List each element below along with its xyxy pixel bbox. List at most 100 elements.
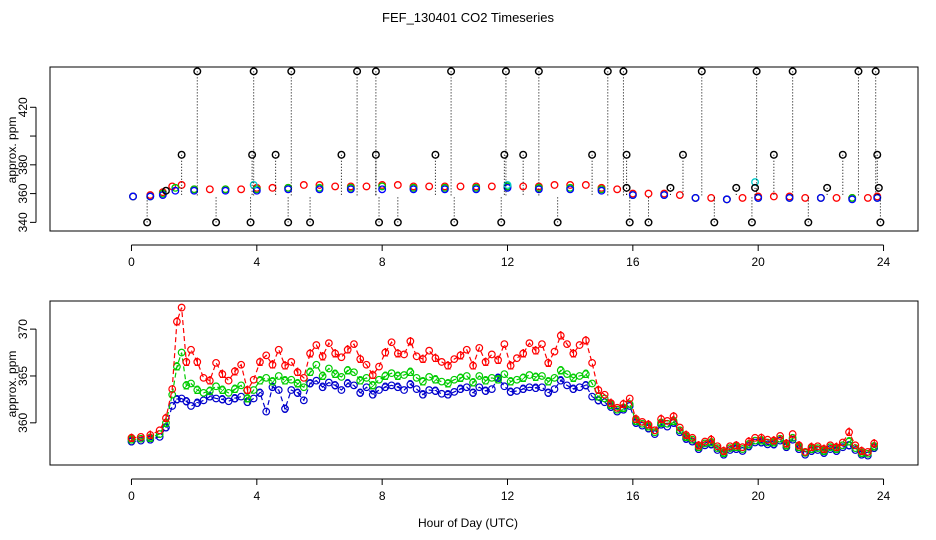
series-label-2: 2 bbox=[163, 416, 170, 430]
series-label-1: 1 bbox=[758, 431, 765, 445]
series-point-2 bbox=[588, 379, 597, 388]
series-point-1 bbox=[769, 192, 778, 201]
series-point-3 bbox=[566, 185, 575, 194]
outlier-point bbox=[804, 218, 813, 227]
series-point-1 bbox=[249, 375, 258, 384]
series-point-2 bbox=[378, 182, 387, 191]
series-point-3 bbox=[462, 383, 471, 392]
series-point-1 bbox=[268, 183, 277, 192]
top-y-axis-label: approx. ppm bbox=[5, 117, 19, 184]
outlier-point bbox=[732, 183, 741, 192]
outlier-point bbox=[284, 218, 293, 227]
series-point-2 bbox=[462, 372, 471, 380]
series-point-1 bbox=[230, 367, 239, 376]
series-point-2 bbox=[412, 373, 421, 382]
series-label-1: 1 bbox=[445, 359, 452, 373]
series-point-1 bbox=[381, 348, 390, 357]
series-point-2 bbox=[556, 366, 565, 375]
series-point-3 bbox=[556, 376, 565, 385]
series-point-2 bbox=[481, 376, 490, 385]
series-point-3 bbox=[563, 381, 571, 390]
outlier-point bbox=[622, 150, 631, 159]
series-point-1 bbox=[613, 185, 622, 194]
series-point-1 bbox=[513, 354, 521, 363]
series-point-3 bbox=[450, 388, 459, 396]
outlier-point bbox=[353, 67, 362, 76]
series-point-2 bbox=[274, 372, 283, 380]
series-point-4 bbox=[249, 181, 258, 189]
series-label-1: 1 bbox=[507, 359, 514, 373]
series-label-2: 2 bbox=[683, 430, 690, 444]
top-x-tick-label: 4 bbox=[253, 255, 260, 269]
series-label-1: 1 bbox=[796, 438, 803, 452]
series-label-3: 3 bbox=[294, 386, 301, 400]
series-point-3 bbox=[293, 388, 302, 397]
series-point-1 bbox=[293, 368, 302, 377]
series-point-1 bbox=[506, 361, 515, 370]
series-label-2: 2 bbox=[232, 382, 239, 396]
series-point-2 bbox=[418, 377, 427, 386]
series-point-3 bbox=[406, 380, 415, 389]
series-label-1: 1 bbox=[382, 346, 389, 360]
series-point-2 bbox=[268, 377, 277, 386]
outlier-point bbox=[622, 183, 631, 192]
series-point-2 bbox=[425, 373, 434, 381]
outlier-point bbox=[873, 150, 882, 159]
series-label-1: 1 bbox=[407, 334, 414, 348]
outlier-point bbox=[823, 183, 832, 192]
outlier-point bbox=[193, 67, 202, 76]
series-label-3: 3 bbox=[658, 418, 665, 432]
series-label-1: 1 bbox=[545, 356, 552, 370]
outlier-point bbox=[747, 218, 756, 227]
series-point-1 bbox=[788, 430, 797, 438]
outlier-point bbox=[619, 67, 628, 76]
outlier-point bbox=[161, 186, 170, 195]
series-label-1: 1 bbox=[645, 418, 652, 432]
series-point-2 bbox=[870, 442, 879, 451]
series-point-1 bbox=[863, 193, 872, 202]
bottom-x-tick-label: 8 bbox=[379, 489, 386, 503]
series-label-1: 1 bbox=[708, 433, 715, 447]
series-label-2: 2 bbox=[382, 369, 389, 383]
outlier-point bbox=[678, 150, 687, 159]
series-point-3 bbox=[256, 388, 264, 397]
series-point-3 bbox=[274, 386, 283, 394]
series-point-3 bbox=[168, 402, 177, 410]
series-point-3 bbox=[597, 186, 606, 195]
series-point-1 bbox=[237, 185, 246, 194]
series-point-2 bbox=[155, 430, 164, 438]
series-label-2: 2 bbox=[257, 374, 264, 388]
series-point-1 bbox=[243, 386, 252, 394]
bottom-x-tick-label: 24 bbox=[877, 489, 891, 503]
series-point-3 bbox=[393, 383, 402, 392]
series-point-3 bbox=[400, 386, 408, 394]
series-label-1: 1 bbox=[846, 425, 853, 439]
series-label-2: 2 bbox=[771, 436, 778, 450]
series-label-1: 1 bbox=[871, 436, 878, 450]
series-point-3 bbox=[691, 193, 700, 202]
series-label-2: 2 bbox=[507, 375, 514, 389]
outlier-point bbox=[500, 150, 509, 159]
series-point-3 bbox=[500, 382, 509, 391]
series-label-1: 1 bbox=[557, 329, 564, 343]
series-point-1 bbox=[519, 182, 528, 191]
series-point-1 bbox=[613, 403, 622, 412]
series-label-1: 1 bbox=[219, 367, 226, 381]
series-label-3: 3 bbox=[382, 380, 389, 394]
series-point-2 bbox=[444, 379, 452, 388]
series-label-3: 3 bbox=[470, 386, 477, 400]
series-label-1: 1 bbox=[357, 352, 364, 366]
series-label-3: 3 bbox=[871, 441, 878, 455]
series-point-2 bbox=[212, 382, 220, 391]
series-label-1: 1 bbox=[733, 438, 740, 452]
outlier-point bbox=[246, 218, 255, 227]
top-plot-frame bbox=[49, 66, 919, 232]
series-point-3 bbox=[816, 193, 825, 202]
series-point-1 bbox=[375, 362, 383, 371]
series-label-3: 3 bbox=[357, 386, 364, 400]
series-label-2: 2 bbox=[858, 446, 865, 460]
series-point-1 bbox=[281, 361, 289, 370]
series-point-3 bbox=[660, 191, 669, 199]
series-point-1 bbox=[299, 373, 308, 382]
series-point-3 bbox=[848, 195, 857, 204]
